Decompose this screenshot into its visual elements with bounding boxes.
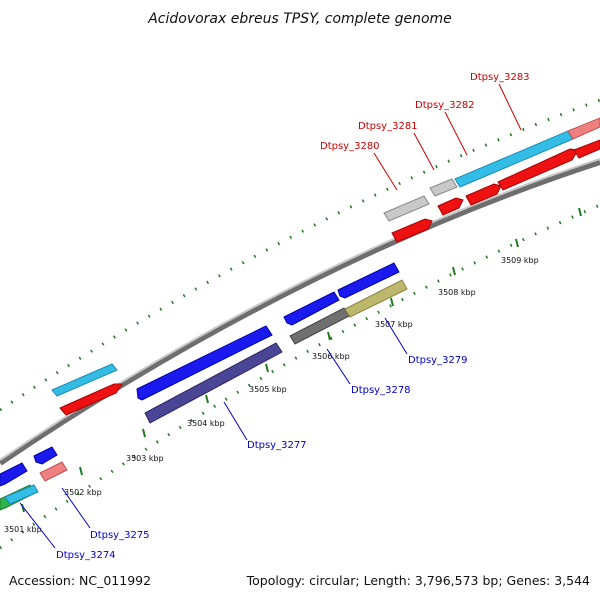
leader-line xyxy=(444,111,468,156)
leader-line xyxy=(326,348,351,385)
major-tick xyxy=(205,394,209,404)
major-ticks xyxy=(21,207,582,513)
position-label: 3509 kbp xyxy=(501,256,539,265)
leader-line xyxy=(373,152,398,191)
leader-line xyxy=(413,132,435,171)
gene-feature-cyan[interactable] xyxy=(51,363,118,397)
major-tick xyxy=(452,266,456,276)
gene-label[interactable]: Dtpsy_3282 xyxy=(415,100,475,111)
gene-label[interactable]: Dtpsy_3283 xyxy=(470,72,530,83)
gene-feature-blue[interactable] xyxy=(136,325,273,401)
position-label: 3501 kbp xyxy=(4,525,42,534)
gene-feature-gray[interactable] xyxy=(383,195,430,222)
map-title: Acidovorax ebreus TPSY, complete genome xyxy=(147,11,452,27)
gene-label[interactable]: Dtpsy_3278 xyxy=(351,385,411,396)
genome-backbone xyxy=(0,159,600,466)
position-label: 3504 kbp xyxy=(187,419,225,428)
major-tick xyxy=(265,363,269,373)
topology-summary: Topology: circular; Length: 3,796,573 bp… xyxy=(246,573,590,588)
gene-feature-red[interactable] xyxy=(465,183,502,206)
major-tick xyxy=(515,238,519,248)
gene-feature-cyan[interactable] xyxy=(4,484,39,505)
major-tick xyxy=(390,297,394,307)
leader-line xyxy=(223,401,248,441)
leader-line xyxy=(384,317,408,355)
gene-feature-blue[interactable] xyxy=(337,262,400,299)
gene-feature-gray[interactable] xyxy=(429,178,458,197)
label-leaders xyxy=(19,83,522,549)
major-tick xyxy=(79,466,83,476)
gene-label[interactable]: Dtpsy_3274 xyxy=(56,550,116,561)
accession-text: Accession: NC_011992 xyxy=(9,573,151,588)
gene-feature-red[interactable] xyxy=(573,139,600,159)
major-tick xyxy=(142,428,146,438)
gene-feature-blue[interactable] xyxy=(283,291,340,326)
forward-features xyxy=(51,117,600,416)
position-label: 3506 kbp xyxy=(312,352,350,361)
reverse-features xyxy=(0,262,408,511)
position-label: 3503 kbp xyxy=(126,454,164,463)
gene-label[interactable]: Dtpsy_3281 xyxy=(358,121,418,132)
major-tick xyxy=(578,207,582,217)
position-label: 3507 kbp xyxy=(375,320,413,329)
major-tick xyxy=(327,331,331,341)
gene-feature-blue[interactable] xyxy=(0,462,28,487)
position-label: 3505 kbp xyxy=(249,385,287,394)
gene-label[interactable]: Dtpsy_3275 xyxy=(90,530,150,541)
gene-label[interactable]: Dtpsy_3277 xyxy=(247,440,307,451)
gene-feature-salmon[interactable] xyxy=(39,461,68,482)
leader-line xyxy=(498,83,522,131)
gene-feature-red[interactable] xyxy=(59,383,123,416)
gene-label[interactable]: Dtpsy_3280 xyxy=(320,141,380,152)
position-label: 3502 kbp xyxy=(64,488,102,497)
gene-feature-blue[interactable] xyxy=(33,446,58,465)
position-label: 3508 kbp xyxy=(438,288,476,297)
outer-tick-track xyxy=(0,98,600,412)
gene-feature-red[interactable] xyxy=(497,148,579,191)
gene-feature-red[interactable] xyxy=(437,197,464,216)
gene-label[interactable]: Dtpsy_3279 xyxy=(408,355,468,366)
leader-line xyxy=(19,502,56,549)
gene-feature-salmon[interactable] xyxy=(567,117,600,140)
gene-feature-indigo[interactable] xyxy=(144,342,283,424)
gene-feature-olive[interactable] xyxy=(344,279,408,318)
gene-feature-red[interactable] xyxy=(391,218,433,243)
leader-line xyxy=(61,487,91,529)
